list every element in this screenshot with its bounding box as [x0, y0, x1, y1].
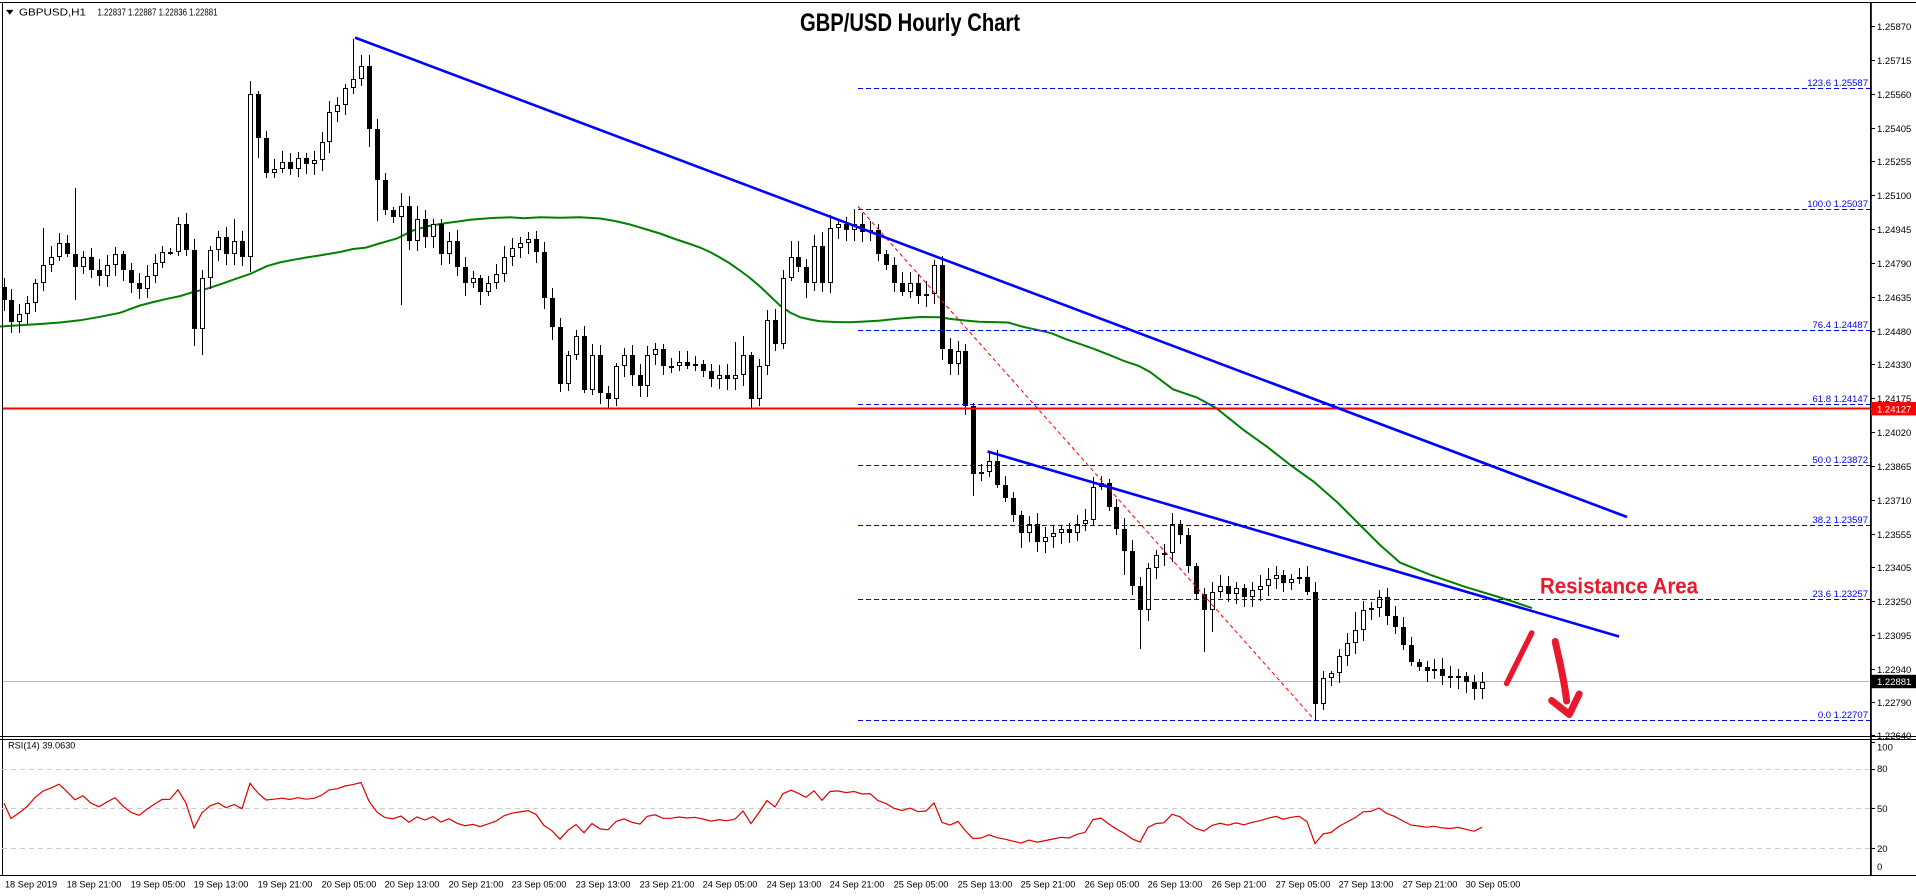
svg-text:61.8 1.24147: 61.8 1.24147: [1813, 394, 1868, 405]
svg-text:1.25100: 1.25100: [1877, 191, 1911, 202]
svg-text:1.24790: 1.24790: [1877, 259, 1911, 270]
svg-text:GBPUSD,H1: GBPUSD,H1: [19, 7, 87, 18]
svg-text:20: 20: [1877, 844, 1888, 855]
svg-text:23.6 1.23257: 23.6 1.23257: [1813, 589, 1868, 600]
svg-text:1.22940: 1.22940: [1877, 665, 1911, 676]
svg-text:80: 80: [1877, 764, 1888, 775]
svg-text:1.23865: 1.23865: [1877, 462, 1911, 473]
svg-text:24 Sep 21:00: 24 Sep 21:00: [830, 880, 885, 890]
svg-text:1.24480: 1.24480: [1877, 327, 1911, 338]
svg-text:Resistance Area: Resistance Area: [1540, 574, 1699, 599]
svg-text:1.24945: 1.24945: [1877, 225, 1911, 236]
svg-text:1.24635: 1.24635: [1877, 293, 1911, 304]
svg-text:1.22640: 1.22640: [1877, 731, 1911, 742]
svg-text:0.0 1.22707: 0.0 1.22707: [1818, 710, 1868, 721]
svg-text:24 Sep 13:00: 24 Sep 13:00: [767, 880, 822, 890]
svg-text:27 Sep 05:00: 27 Sep 05:00: [1276, 880, 1331, 890]
svg-text:1.25715: 1.25715: [1877, 56, 1911, 67]
svg-text:1.25405: 1.25405: [1877, 124, 1911, 135]
svg-text:1.22881: 1.22881: [1877, 677, 1911, 688]
svg-text:23 Sep 21:00: 23 Sep 21:00: [640, 880, 695, 890]
svg-text:19 Sep 21:00: 19 Sep 21:00: [258, 880, 313, 890]
svg-text:20 Sep 05:00: 20 Sep 05:00: [322, 880, 377, 890]
svg-text:38.2 1.23597: 38.2 1.23597: [1813, 515, 1868, 526]
svg-text:19 Sep 13:00: 19 Sep 13:00: [194, 880, 249, 890]
svg-text:26 Sep 21:00: 26 Sep 21:00: [1212, 880, 1267, 890]
svg-text:76.4 1.24487: 76.4 1.24487: [1813, 320, 1868, 331]
svg-text:RSI(14) 39.0630: RSI(14) 39.0630: [8, 741, 75, 751]
svg-text:30 Sep 05:00: 30 Sep 05:00: [1466, 880, 1521, 890]
svg-text:50: 50: [1877, 804, 1888, 815]
svg-text:23 Sep 13:00: 23 Sep 13:00: [576, 880, 631, 890]
svg-text:24 Sep 05:00: 24 Sep 05:00: [703, 880, 758, 890]
svg-text:27 Sep 13:00: 27 Sep 13:00: [1339, 880, 1394, 890]
svg-text:1.25560: 1.25560: [1877, 90, 1911, 101]
svg-text:1.25870: 1.25870: [1877, 22, 1911, 33]
svg-text:1.25255: 1.25255: [1877, 157, 1911, 168]
svg-text:1.23095: 1.23095: [1877, 631, 1911, 642]
svg-text:123.6 1.25587: 123.6 1.25587: [1807, 78, 1868, 89]
svg-text:GBP/USD Hourly Chart: GBP/USD Hourly Chart: [800, 9, 1021, 37]
svg-text:1.24127: 1.24127: [1877, 404, 1911, 415]
svg-text:25 Sep 21:00: 25 Sep 21:00: [1021, 880, 1076, 890]
svg-text:18 Sep 2019: 18 Sep 2019: [5, 880, 57, 890]
svg-text:25 Sep 05:00: 25 Sep 05:00: [894, 880, 949, 890]
svg-text:1.22837 1.22887 1.22836 1.2288: 1.22837 1.22887 1.22836 1.22881: [98, 7, 218, 18]
svg-text:18 Sep 21:00: 18 Sep 21:00: [67, 880, 122, 890]
svg-text:0: 0: [1877, 862, 1882, 873]
svg-text:1.24020: 1.24020: [1877, 428, 1911, 439]
svg-text:26 Sep 13:00: 26 Sep 13:00: [1148, 880, 1203, 890]
svg-text:27 Sep 21:00: 27 Sep 21:00: [1403, 880, 1458, 890]
svg-text:1.23250: 1.23250: [1877, 597, 1911, 608]
svg-text:26 Sep 05:00: 26 Sep 05:00: [1085, 880, 1140, 890]
svg-text:19 Sep 05:00: 19 Sep 05:00: [131, 880, 186, 890]
svg-text:25 Sep 13:00: 25 Sep 13:00: [958, 880, 1013, 890]
svg-text:1.23405: 1.23405: [1877, 563, 1911, 574]
svg-text:1.22790: 1.22790: [1877, 698, 1911, 709]
svg-text:23 Sep 05:00: 23 Sep 05:00: [512, 880, 567, 890]
svg-text:100.0 1.25037: 100.0 1.25037: [1807, 199, 1868, 210]
svg-text:1.23555: 1.23555: [1877, 530, 1911, 541]
svg-text:20 Sep 13:00: 20 Sep 13:00: [385, 880, 440, 890]
svg-text:1.24175: 1.24175: [1877, 394, 1911, 405]
svg-text:50.0 1.23872: 50.0 1.23872: [1813, 455, 1868, 466]
svg-text:100: 100: [1877, 742, 1893, 753]
svg-text:20 Sep 21:00: 20 Sep 21:00: [449, 880, 504, 890]
svg-text:1.24330: 1.24330: [1877, 360, 1911, 371]
svg-text:1.23710: 1.23710: [1877, 496, 1911, 507]
